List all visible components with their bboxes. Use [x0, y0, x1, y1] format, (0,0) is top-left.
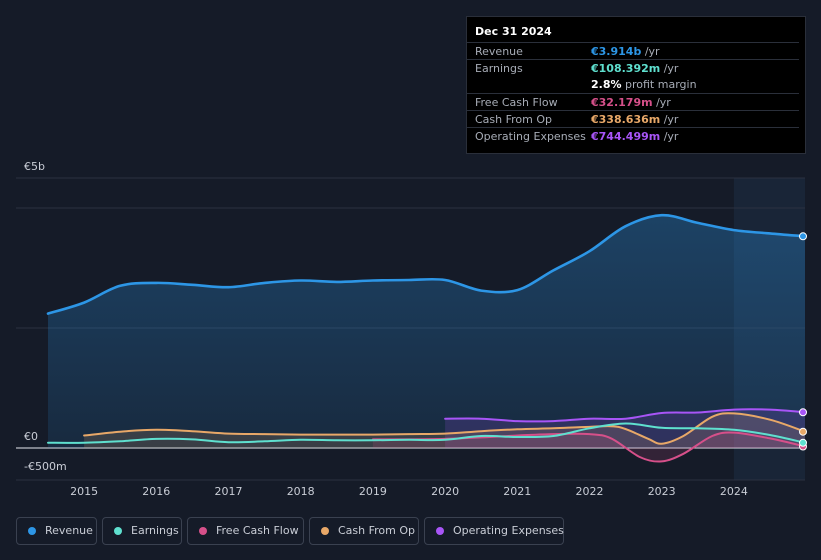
tooltip-unit: /yr	[660, 113, 679, 126]
x-tick-label: 2017	[215, 485, 243, 498]
legend-dot-icon	[114, 527, 122, 535]
x-axis: 2015 2016 2017 2018 2019 2020 2021 2022 2023 2024	[70, 485, 748, 498]
legend-label: Cash From Op	[338, 524, 416, 537]
cash-from-op-area	[84, 413, 806, 448]
tooltip-row-label: Earnings	[475, 62, 523, 75]
x-tick-label: 2019	[359, 485, 387, 498]
legend-label: Free Cash Flow	[216, 524, 299, 537]
legend-item-revenue[interactable]: Revenue	[16, 517, 97, 545]
tooltip-row-value: 2.8% profit margin	[591, 78, 697, 91]
revenue-end-marker	[799, 232, 807, 241]
x-tick-label: 2023	[648, 485, 676, 498]
legend-item-earnings[interactable]: Earnings	[102, 517, 182, 545]
x-tick-label: 2018	[287, 485, 315, 498]
tooltip-value: €338.636m	[591, 113, 661, 126]
tooltip-row: Revenue €3.914b /yr	[467, 42, 799, 60]
tooltip-row: Cash From Op €338.636m /yr	[467, 110, 799, 128]
legend-dot-icon	[199, 527, 207, 535]
cash-from-op-end-marker	[799, 427, 807, 436]
end-markers	[799, 232, 807, 451]
x-tick-label: 2021	[503, 485, 531, 498]
tooltip-unit: /yr	[641, 45, 660, 58]
tooltip-row: Earnings €108.392m /yr	[467, 59, 799, 77]
lines	[46, 213, 807, 463]
revenue-area	[48, 215, 805, 448]
tooltip-row-value: €32.179m /yr	[591, 96, 671, 109]
tooltip-value: €108.392m	[591, 62, 661, 75]
tooltip-date: Dec 31 2024	[475, 25, 552, 38]
x-tick-label: 2020	[431, 485, 459, 498]
operating-expenses-line	[444, 408, 806, 423]
tooltip-row-value: €3.914b /yr	[591, 45, 660, 58]
tooltip-value: €3.914b	[591, 45, 642, 58]
legend-item-free-cash-flow[interactable]: Free Cash Flow	[187, 517, 304, 545]
tooltip-row-label: Operating Expenses	[475, 130, 586, 143]
tooltip-unit: /yr	[660, 130, 679, 143]
legend-label: Earnings	[131, 524, 179, 537]
revenue-line	[46, 213, 807, 315]
tooltip-value: €744.499m	[591, 130, 661, 143]
legend-dot-icon	[28, 527, 36, 535]
tooltip-unit: /yr	[660, 62, 679, 75]
tooltip-row: Free Cash Flow €32.179m /yr	[467, 93, 799, 111]
free-cash-flow-area	[372, 432, 805, 462]
tooltip-row-label: Cash From Op	[475, 113, 553, 126]
chart: €5b €0 -€500m 2015 2016 2017 2018 2019 2020 2021…	[16, 160, 807, 498]
legend-label: Revenue	[45, 524, 93, 537]
legend-dot-icon	[436, 527, 444, 535]
legend-item-operating-expenses[interactable]: Operating Expenses	[424, 517, 564, 545]
legend-label: Operating Expenses	[453, 524, 564, 537]
y-tick-label: €0	[24, 430, 38, 443]
earnings-end-marker	[799, 438, 807, 447]
cash-from-op-line	[83, 412, 806, 445]
y-tick-label: €5b	[24, 160, 45, 173]
tooltip-row-label: Revenue	[475, 45, 523, 58]
tooltip-row-value: €108.392m /yr	[591, 62, 678, 75]
tooltip: Dec 31 2024 Revenue €3.914b /yr Earnings €1…	[466, 16, 806, 154]
y-axis: €5b €0 -€500m	[24, 160, 67, 473]
tooltip-row-value: €744.499m /yr	[591, 130, 678, 143]
tooltip-value: €32.179m	[591, 96, 653, 109]
tooltip-unit: /yr	[652, 96, 671, 109]
tooltip-row-value: €338.636m /yr	[591, 113, 678, 126]
x-tick-label: 2022	[576, 485, 604, 498]
tooltip-row: 2.8% profit margin	[467, 76, 799, 93]
operating-expenses-end-marker	[799, 408, 807, 417]
tooltip-row: Operating Expenses €744.499m /yr	[467, 127, 799, 145]
legend-item-cash-from-op[interactable]: Cash From Op	[309, 517, 419, 545]
legend-dot-icon	[321, 527, 329, 535]
earnings-line	[47, 422, 806, 444]
y-tick-label: -€500m	[24, 460, 67, 473]
areas	[48, 215, 806, 462]
tooltip-value: 2.8%	[591, 78, 622, 91]
x-tick-label: 2016	[142, 485, 170, 498]
tooltip-row-label: Free Cash Flow	[475, 96, 558, 109]
x-tick-label: 2024	[720, 485, 748, 498]
x-tick-label: 2015	[70, 485, 98, 498]
tooltip-unit: profit margin	[621, 78, 697, 91]
